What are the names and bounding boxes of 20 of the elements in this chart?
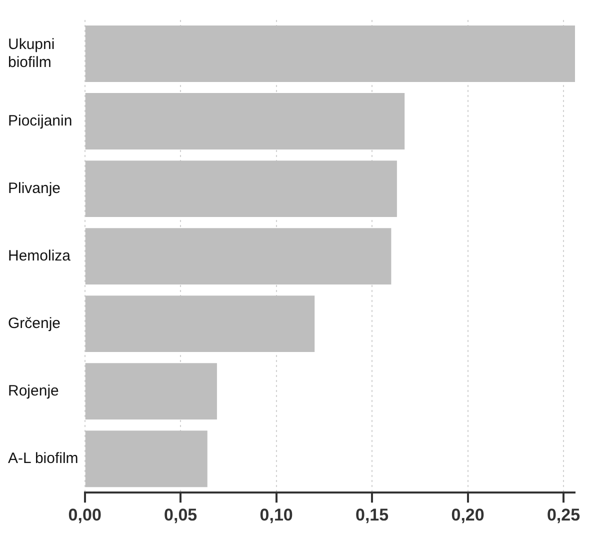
x-tick-label: 0,25	[546, 505, 580, 524]
x-tick-label: 0,00	[68, 505, 102, 524]
x-tick-label: 0,10	[260, 505, 293, 524]
x-tick-label: 0,05	[164, 505, 198, 524]
bar	[85, 93, 405, 150]
y-tick-label: Piocijanin	[8, 112, 72, 130]
y-tick-label: Ukupni biofilm	[8, 36, 55, 71]
y-tick-label: Grčenje	[8, 314, 61, 332]
y-tick-label: Rojenje	[8, 382, 59, 400]
x-tick-label: 0,20	[451, 505, 484, 524]
bar	[85, 26, 575, 82]
x-tick-label: 0,15	[356, 505, 389, 524]
y-tick-label: A-L biofilm	[8, 450, 78, 467]
bar	[85, 228, 392, 285]
y-tick-label: Plivanje	[8, 180, 61, 197]
y-tick-label: Hemoliza	[8, 247, 72, 264]
bar	[85, 363, 217, 420]
bar	[85, 160, 397, 218]
bar	[85, 296, 315, 352]
bar	[85, 430, 208, 488]
